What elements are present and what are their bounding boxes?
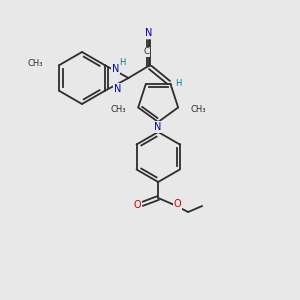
Text: N: N — [154, 122, 162, 132]
Text: N: N — [114, 83, 121, 94]
Text: H: H — [119, 58, 126, 67]
Text: CH₃: CH₃ — [190, 105, 206, 114]
Text: O: O — [134, 200, 141, 210]
Text: H: H — [175, 80, 182, 88]
Text: N: N — [145, 28, 152, 38]
Text: CH₃: CH₃ — [111, 105, 126, 114]
Text: N: N — [112, 64, 119, 74]
Text: O: O — [173, 199, 181, 209]
Text: C: C — [144, 47, 149, 56]
Text: CH₃: CH₃ — [28, 58, 44, 68]
